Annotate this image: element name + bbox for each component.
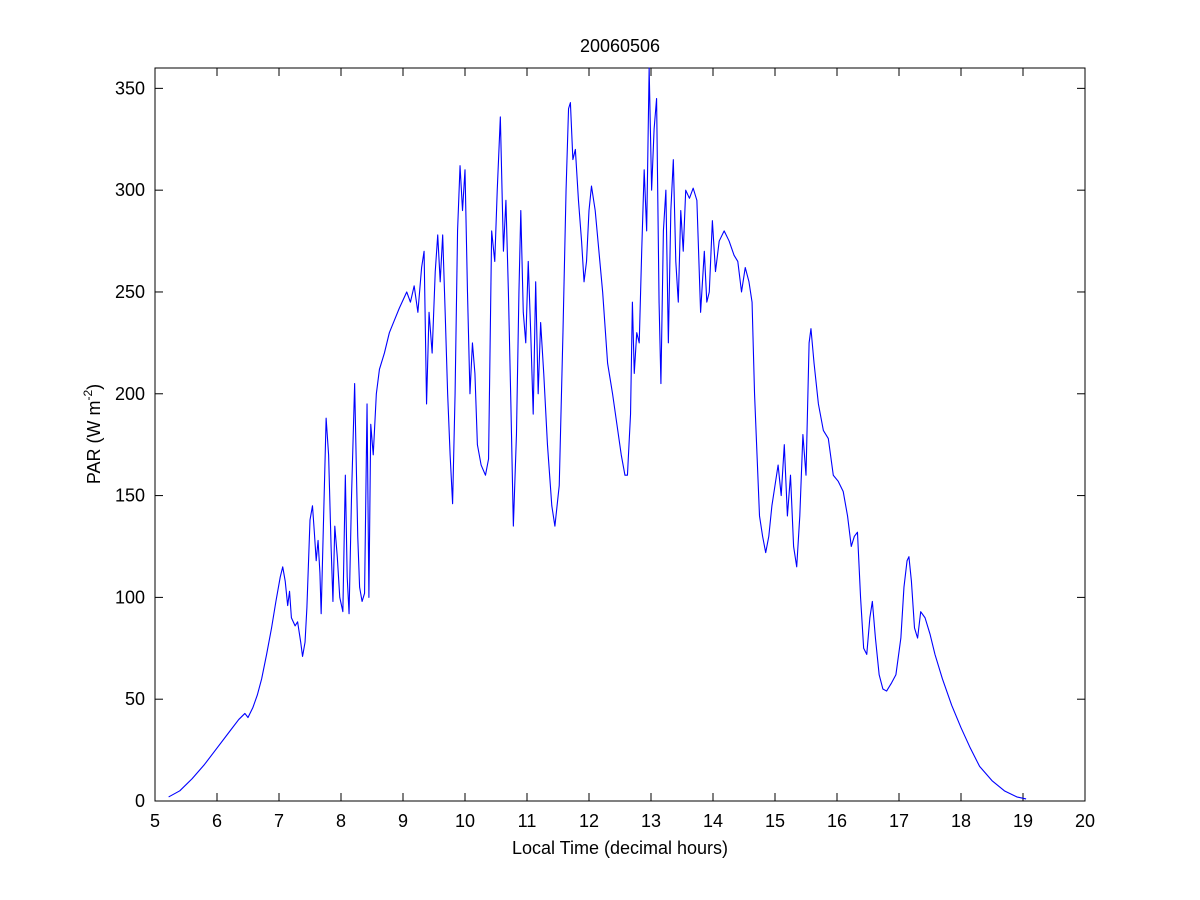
chart-title: 20060506 (580, 36, 660, 56)
x-tick-label: 20 (1075, 811, 1095, 831)
y-tick-label: 250 (115, 282, 145, 302)
x-tick-label: 11 (518, 811, 537, 831)
x-tick-label: 15 (765, 811, 785, 831)
x-tick-label: 5 (150, 811, 160, 831)
x-tick-label: 19 (1013, 811, 1033, 831)
x-axis-ticks: 5 6 7 8 9 10 11 12 13 14 15 16 17 18 19 20 (150, 68, 1095, 831)
y-axis-label-superscript: -2 (81, 390, 95, 401)
y-tick-label: 100 (115, 587, 145, 607)
x-tick-label: 7 (274, 811, 284, 831)
x-tick-label: 13 (641, 811, 661, 831)
x-tick-label: 18 (951, 811, 971, 831)
y-tick-label: 200 (115, 384, 145, 404)
y-axis-label-suffix: ) (84, 384, 104, 390)
x-axis-label: Local Time (decimal hours) (512, 838, 728, 858)
par-series-line (168, 67, 1027, 800)
x-tick-label: 10 (455, 811, 475, 831)
y-tick-label: 0 (135, 791, 145, 811)
y-axis-label-main: PAR (W m (84, 401, 104, 485)
x-tick-label: 16 (827, 811, 847, 831)
x-tick-label: 6 (212, 811, 222, 831)
y-axis-ticks: 0 50 100 150 200 250 300 350 (115, 78, 1085, 811)
x-tick-label: 14 (703, 811, 723, 831)
x-tick-label: 12 (579, 811, 599, 831)
y-axis-label: PAR (W m-2) (81, 384, 104, 484)
y-tick-label: 350 (115, 78, 145, 98)
x-tick-label: 9 (398, 811, 408, 831)
y-tick-label: 150 (115, 486, 145, 506)
y-tick-label: 50 (125, 689, 145, 709)
y-tick-label: 300 (115, 180, 145, 200)
x-tick-label: 8 (336, 811, 346, 831)
plot-area (154, 67, 1086, 802)
x-tick-label: 17 (889, 811, 909, 831)
